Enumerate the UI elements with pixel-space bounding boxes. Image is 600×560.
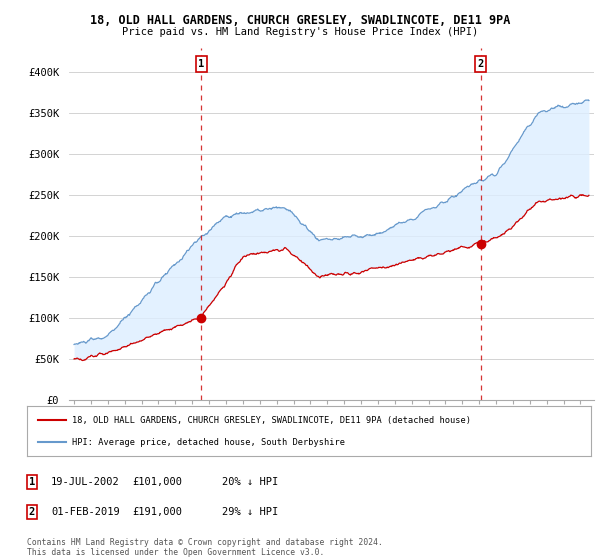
Text: Contains HM Land Registry data © Crown copyright and database right 2024.
This d: Contains HM Land Registry data © Crown c… — [27, 538, 383, 557]
Text: £101,000: £101,000 — [132, 477, 182, 487]
Text: Price paid vs. HM Land Registry's House Price Index (HPI): Price paid vs. HM Land Registry's House … — [122, 27, 478, 37]
Text: 19-JUL-2002: 19-JUL-2002 — [51, 477, 120, 487]
Text: 01-FEB-2019: 01-FEB-2019 — [51, 507, 120, 517]
Text: 20% ↓ HPI: 20% ↓ HPI — [222, 477, 278, 487]
Text: 2: 2 — [29, 507, 35, 517]
Text: 2: 2 — [478, 59, 484, 69]
Text: 1: 1 — [29, 477, 35, 487]
Text: HPI: Average price, detached house, South Derbyshire: HPI: Average price, detached house, Sout… — [72, 438, 345, 447]
Text: 18, OLD HALL GARDENS, CHURCH GRESLEY, SWADLINCOTE, DE11 9PA (detached house): 18, OLD HALL GARDENS, CHURCH GRESLEY, SW… — [72, 416, 471, 424]
Text: £191,000: £191,000 — [132, 507, 182, 517]
Text: 18, OLD HALL GARDENS, CHURCH GRESLEY, SWADLINCOTE, DE11 9PA: 18, OLD HALL GARDENS, CHURCH GRESLEY, SW… — [90, 14, 510, 27]
Text: 1: 1 — [198, 59, 205, 69]
Text: 29% ↓ HPI: 29% ↓ HPI — [222, 507, 278, 517]
